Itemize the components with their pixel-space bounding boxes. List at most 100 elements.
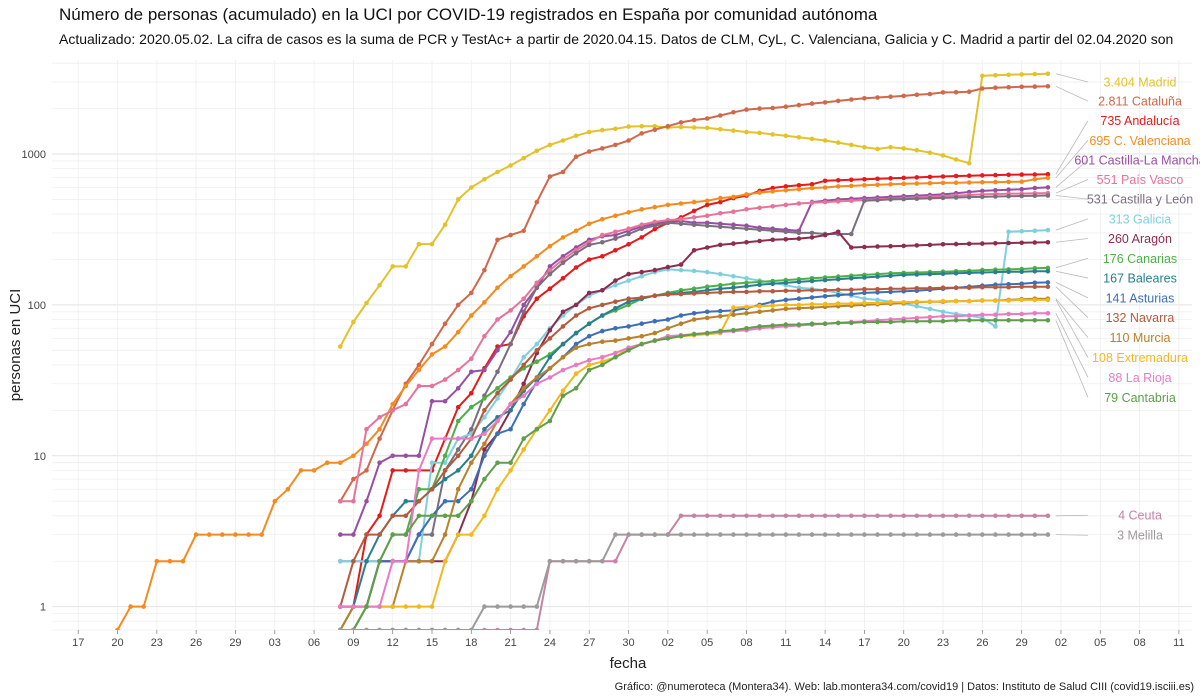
data-point (1032, 280, 1038, 286)
data-point (901, 513, 906, 519)
data-point (757, 289, 762, 294)
data-point (822, 288, 828, 293)
data-point (704, 125, 710, 131)
data-point (128, 604, 133, 609)
data-point (403, 453, 409, 459)
data-point (573, 362, 579, 368)
data-point (914, 175, 920, 180)
data-point (901, 286, 906, 292)
data-point (586, 242, 592, 248)
data-point (783, 288, 789, 294)
data-point (390, 453, 396, 459)
data-point (639, 226, 644, 231)
data-point (901, 318, 906, 324)
data-point (1032, 172, 1038, 177)
data-point (993, 324, 998, 329)
data-point (626, 226, 631, 231)
data-point (403, 383, 409, 389)
data-point (835, 532, 841, 537)
data-point (1032, 228, 1038, 234)
data-point (888, 273, 893, 279)
data-point (1045, 171, 1051, 177)
data-point (796, 135, 802, 140)
data-point (809, 185, 815, 191)
data-point (220, 532, 225, 537)
data-point (311, 468, 317, 473)
data-point (521, 381, 526, 387)
series-labels: 3.404 Madrid 2.811 Cataluña 735 Andalucía 6… (1074, 76, 1200, 543)
data-point (809, 230, 815, 236)
data-point (1019, 532, 1024, 537)
data-point (613, 126, 618, 132)
data-point (495, 317, 500, 322)
data-point (482, 415, 487, 420)
data-point (993, 298, 998, 303)
data-point (809, 101, 815, 106)
data-point (455, 386, 461, 391)
data-point (691, 199, 697, 205)
data-point (914, 147, 920, 153)
data-point (744, 226, 749, 231)
data-point (731, 281, 736, 287)
data-point (718, 308, 723, 314)
data-point (508, 308, 513, 313)
data-point (993, 241, 998, 246)
data-point (416, 498, 422, 504)
data-point (560, 354, 566, 360)
data-point (1045, 532, 1051, 537)
data-point (1045, 185, 1051, 190)
data-point (560, 276, 566, 281)
data-point (613, 142, 618, 148)
data-point (482, 453, 487, 459)
data-point (429, 627, 435, 630)
data-point (940, 195, 946, 201)
data-point (508, 163, 513, 168)
data-point (429, 341, 435, 347)
data-point (718, 199, 723, 205)
data-point (665, 292, 671, 297)
data-point (901, 300, 906, 305)
x-tick-label: 14 (819, 637, 831, 649)
data-point (403, 498, 409, 504)
data-point (940, 309, 946, 315)
data-point (718, 286, 723, 292)
data-point (888, 144, 893, 150)
x-axis-ticks: 17 20 23 26 29 03 06 09 12 15 18 21 24 27 30 02 05 08 11 14… (72, 630, 1185, 649)
data-point (691, 311, 697, 316)
data-point (888, 289, 893, 295)
data-point (757, 532, 762, 537)
data-point (600, 232, 605, 238)
data-point (796, 186, 802, 192)
data-point (508, 401, 513, 407)
data-point (482, 604, 487, 609)
data-point (783, 322, 789, 327)
data-point (835, 229, 841, 235)
data-point (390, 558, 396, 564)
data-point (560, 309, 566, 315)
data-point (626, 336, 631, 341)
data-point (875, 274, 880, 279)
data-point (508, 604, 513, 609)
data-point (731, 128, 736, 133)
data-point (508, 329, 513, 335)
data-point (377, 415, 382, 420)
data-point (495, 418, 500, 424)
data-point (691, 125, 697, 130)
data-point (193, 532, 199, 537)
data-point (455, 418, 461, 424)
chart-caption: Gráfico: @numeroteca (Montera34). Web: l… (614, 681, 1194, 693)
data-point (534, 426, 540, 432)
data-point (822, 532, 828, 537)
data-point (1006, 193, 1011, 199)
data-point (495, 627, 500, 630)
data-point (377, 282, 382, 288)
data-point (586, 558, 592, 564)
data-point (953, 157, 959, 162)
data-point (809, 295, 815, 300)
data-point (704, 245, 710, 250)
data-point (704, 309, 710, 315)
data-point (573, 313, 579, 318)
data-point (573, 154, 579, 159)
data-point (482, 396, 487, 401)
data-point (914, 532, 920, 537)
